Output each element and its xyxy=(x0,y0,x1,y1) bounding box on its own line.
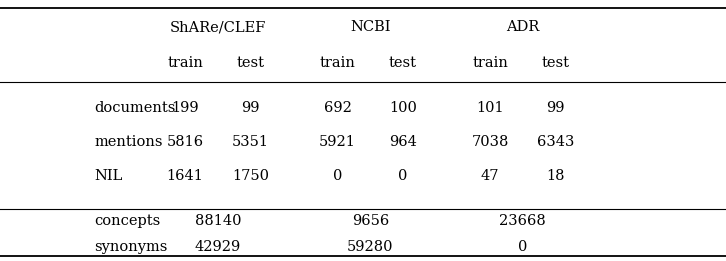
Text: 99: 99 xyxy=(546,101,565,115)
Text: 100: 100 xyxy=(389,101,417,115)
Text: NCBI: NCBI xyxy=(350,20,391,34)
Text: mentions: mentions xyxy=(94,135,163,149)
Text: 199: 199 xyxy=(171,101,199,115)
Text: 692: 692 xyxy=(324,101,351,115)
Text: 99: 99 xyxy=(241,101,260,115)
Text: 5921: 5921 xyxy=(319,135,356,149)
Text: 1750: 1750 xyxy=(232,169,269,183)
Text: 47: 47 xyxy=(481,169,499,183)
Text: test: test xyxy=(389,56,417,70)
Text: 0: 0 xyxy=(518,240,527,254)
Text: 59280: 59280 xyxy=(347,240,393,254)
Text: 42929: 42929 xyxy=(195,240,241,254)
Text: train: train xyxy=(472,56,508,70)
Text: train: train xyxy=(167,56,203,70)
Text: 101: 101 xyxy=(476,101,504,115)
Text: synonyms: synonyms xyxy=(94,240,168,254)
Text: 5816: 5816 xyxy=(166,135,204,149)
Text: concepts: concepts xyxy=(94,213,160,228)
Text: 7038: 7038 xyxy=(471,135,509,149)
Text: 88140: 88140 xyxy=(195,213,241,228)
Text: 1641: 1641 xyxy=(167,169,203,183)
Text: 0: 0 xyxy=(333,169,342,183)
Text: ShARe/CLEF: ShARe/CLEF xyxy=(170,20,266,34)
Text: 23668: 23668 xyxy=(499,213,546,228)
Text: train: train xyxy=(319,56,356,70)
Text: 6343: 6343 xyxy=(537,135,574,149)
Text: 0: 0 xyxy=(399,169,407,183)
Text: documents: documents xyxy=(94,101,176,115)
Text: ADR: ADR xyxy=(506,20,539,34)
Text: 964: 964 xyxy=(389,135,417,149)
Text: NIL: NIL xyxy=(94,169,123,183)
Text: 18: 18 xyxy=(546,169,565,183)
Text: test: test xyxy=(237,56,264,70)
Text: 5351: 5351 xyxy=(232,135,269,149)
Text: 9656: 9656 xyxy=(351,213,389,228)
Text: test: test xyxy=(542,56,569,70)
